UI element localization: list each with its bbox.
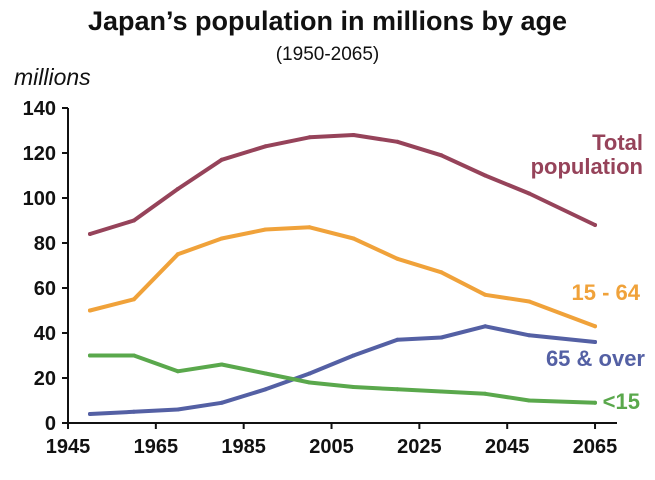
data-point-65-over <box>593 340 598 344</box>
data-point-65-over <box>263 387 268 392</box>
y-tick-label: 40 <box>34 323 56 345</box>
x-tick-label: 2045 <box>485 436 530 458</box>
series-label-total-population: Total <box>592 130 643 155</box>
data-point-65-over <box>527 333 532 338</box>
data-point-15-64 <box>439 270 444 275</box>
data-point-65-over <box>175 407 180 412</box>
x-tick-label: 2025 <box>397 436 442 458</box>
data-point-total-population <box>87 232 92 236</box>
data-point-15-64 <box>527 299 532 304</box>
data-point-65-over <box>131 409 136 414</box>
data-point-total-population <box>219 157 224 162</box>
data-point-15 <box>527 398 532 403</box>
data-point-65-over <box>395 337 400 342</box>
data-point-15 <box>307 380 312 385</box>
data-point-total-population <box>439 153 444 158</box>
data-point-15 <box>87 353 92 358</box>
series-line-65-over <box>88 324 597 416</box>
axes: 0 20 40 60 80 100 120 140 1945 1965 1985 2005 2025 20… <box>23 98 618 458</box>
data-point-15-64 <box>395 256 400 261</box>
y-tick-label: 20 <box>34 368 56 390</box>
data-point-total-population <box>175 187 180 191</box>
data-point-65-over <box>483 324 488 329</box>
x-tick-label: 1985 <box>221 436 266 458</box>
y-tick-label: 0 <box>45 413 56 435</box>
data-point-15-64 <box>175 252 180 257</box>
data-point-total-population <box>483 173 488 178</box>
x-tick-label: 2005 <box>309 436 354 458</box>
series-label-15-64: 15 - 64 <box>572 280 641 305</box>
chart-subtitle: (1950-2065) <box>275 44 380 65</box>
data-point-15 <box>175 369 180 374</box>
data-point-15 <box>219 362 224 367</box>
data-point-15 <box>263 371 268 376</box>
series-line-15-64 <box>88 225 597 329</box>
data-point-15-64 <box>131 297 136 302</box>
y-tick-label: 60 <box>34 278 56 300</box>
data-point-15 <box>395 387 400 392</box>
data-point-65-over <box>351 353 356 358</box>
data-point-65-over <box>87 412 92 416</box>
y-tick-label: 100 <box>23 188 56 210</box>
data-point-15-64 <box>219 236 224 241</box>
data-point-total-population <box>263 144 268 149</box>
data-point-65-over <box>439 335 444 340</box>
data-point-total-population <box>527 191 532 196</box>
series-line-total-population <box>88 133 597 236</box>
data-point-15 <box>483 391 488 396</box>
x-tick-label: 1965 <box>134 436 179 458</box>
data-point-15-64 <box>87 308 92 313</box>
x-tick-label: 1945 <box>46 436 91 458</box>
data-point-15 <box>131 353 136 358</box>
data-point-total-population <box>351 133 356 137</box>
series-label-15: <15 <box>603 389 640 414</box>
data-point-total-population <box>395 139 400 144</box>
data-point-65-over <box>219 400 224 405</box>
data-point-total-population <box>593 223 598 227</box>
data-point-15 <box>351 385 356 389</box>
series-line-15 <box>88 353 597 405</box>
series-lines <box>87 133 598 416</box>
series-label-total-population: population <box>531 154 643 179</box>
y-tick-label: 80 <box>34 233 56 255</box>
data-point-total-population <box>307 135 312 140</box>
y-tick-label: 120 <box>23 143 56 165</box>
data-point-15-64 <box>593 324 598 329</box>
x-tick-label: 2065 <box>573 436 618 458</box>
data-point-15-64 <box>307 225 312 230</box>
data-point-15-64 <box>483 292 488 297</box>
data-point-15 <box>593 400 598 405</box>
data-point-15-64 <box>263 227 268 232</box>
y-tick-label: 140 <box>23 98 56 120</box>
data-point-15-64 <box>351 236 356 241</box>
y-axis-unit-label: millions <box>14 64 91 90</box>
data-point-15 <box>439 389 444 394</box>
chart-title: Japan’s population in millions by age <box>87 6 568 36</box>
data-point-65-over <box>307 371 312 376</box>
series-label-65-over: 65 & over <box>546 346 645 371</box>
data-point-total-population <box>131 218 136 223</box>
